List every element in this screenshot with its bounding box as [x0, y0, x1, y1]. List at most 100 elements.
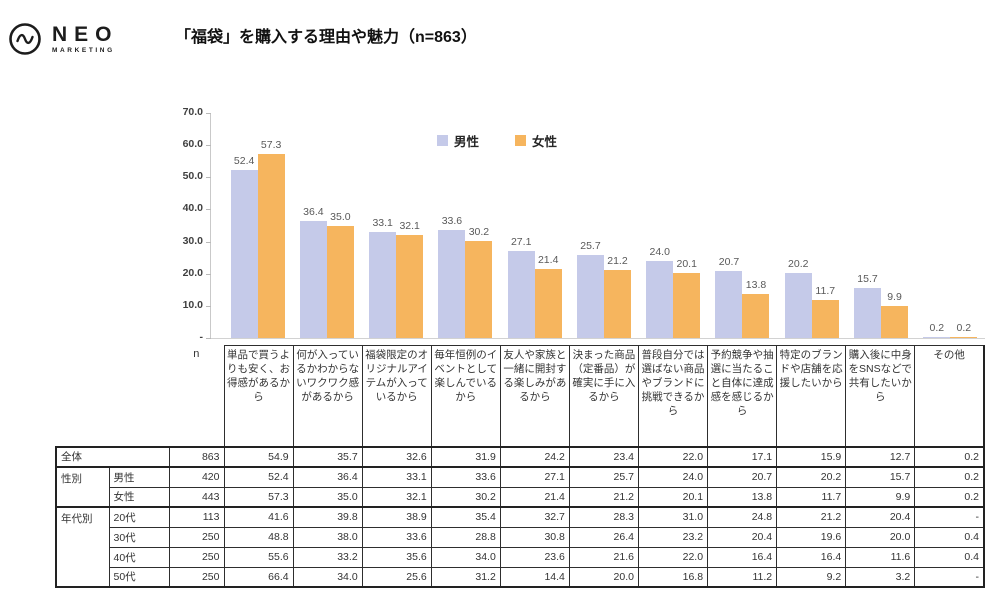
category-group: 15.7 9.9	[846, 113, 915, 338]
value-cell: 27.1	[499, 466, 570, 488]
bar-value-label: 9.9	[887, 291, 902, 304]
value-cell: 31.2	[430, 566, 501, 588]
table-row: 女性 443 57.3 35.0 32.1 30.2 21.4 21.2 20.1 13.8 11.…	[56, 486, 986, 508]
bar-value-label: 20.1	[676, 258, 697, 271]
value-cell: 17.1	[707, 446, 778, 468]
bar-男性: 33.1	[369, 217, 397, 338]
value-cell: 12.7	[845, 446, 916, 468]
category-group: 33.1 32.1	[362, 113, 431, 338]
value-cell: 16.4	[776, 546, 847, 568]
column-header: 予約競争や抽選に当たること自体に達成感を感じるから	[707, 345, 778, 448]
value-cell: 52.4	[223, 466, 294, 488]
y-tick-mark	[206, 338, 211, 339]
value-cell: 20.0	[845, 526, 916, 548]
value-cell: 31.0	[637, 506, 709, 528]
value-cell: 0.2	[914, 446, 986, 468]
category-group: 33.6 30.2	[431, 113, 500, 338]
value-cell: 16.8	[637, 566, 709, 588]
table-header-row: n 単品で買うよりも安く、お得感があるから 何が入っているかわからないワクワク感があ…	[56, 345, 986, 448]
value-cell: 14.4	[499, 566, 570, 588]
value-cell: 48.8	[223, 526, 294, 548]
chart-legend: 男性 女性	[437, 131, 557, 150]
y-axis-line	[210, 113, 211, 338]
value-cell: 32.7	[499, 506, 570, 528]
column-header: その他	[914, 345, 986, 448]
value-cell: -	[914, 506, 986, 528]
bar-value-label: 20.2	[788, 258, 809, 271]
bar-女性: 35.0	[326, 211, 354, 338]
data-table: n 単品で買うよりも安く、お得感があるから 何が入っているかわからないワクワク感があ…	[55, 345, 986, 588]
bar-女性: 9.9	[881, 291, 909, 338]
bar-value-label: 15.7	[857, 272, 878, 285]
row-sub-label: 男性	[108, 466, 170, 488]
value-cell: 20.4	[707, 526, 778, 548]
y-tick-mark	[206, 305, 211, 307]
value-cell: 21.4	[499, 486, 570, 508]
value-cell: 21.6	[568, 546, 639, 568]
value-cell: 11.2	[707, 566, 778, 588]
row-group-label: 性別	[55, 466, 110, 508]
bar-女性: 21.2	[603, 255, 631, 338]
column-header: 普段自分では選ばない商品やブランドに挑戦できるから	[637, 345, 709, 448]
category-group: 20.2 11.7	[777, 113, 846, 338]
table-row: 50代 250 66.4 34.0 25.6 31.2 14.4 20.0 16.8 11.2 9.…	[56, 566, 986, 588]
bar-value-label: 25.7	[580, 240, 601, 253]
bar-男性: 25.7	[576, 240, 604, 338]
value-cell: 39.8	[292, 506, 363, 528]
value-cell: 38.9	[361, 506, 432, 528]
value-cell: 36.4	[292, 466, 363, 488]
legend-item-male: 男性	[437, 131, 479, 150]
value-cell: 0.2	[914, 486, 986, 508]
value-cell: 31.9	[430, 446, 501, 468]
y-tick-mark	[206, 113, 211, 114]
bar-value-label: 11.7	[815, 285, 836, 298]
header-n: n	[193, 347, 200, 360]
neo-marketing-logo: NEO MARKETING	[8, 22, 119, 56]
bar-男性: 20.7	[715, 256, 743, 338]
x-axis-line	[210, 338, 985, 339]
value-cell: 19.6	[776, 526, 847, 548]
value-cell: 34.0	[292, 566, 363, 588]
bar-value-label: 33.1	[372, 216, 393, 229]
value-cell: 16.4	[707, 546, 778, 568]
bar-女性: 57.3	[257, 139, 285, 338]
value-cell: 15.7	[845, 466, 916, 488]
value-cell: 25.6	[361, 566, 432, 588]
bar-女性: 21.4	[534, 254, 562, 338]
n-cell: 113	[168, 506, 225, 528]
bar-男性: 24.0	[646, 246, 674, 338]
y-tick-label: 30.0	[182, 234, 203, 247]
value-cell: -	[914, 566, 986, 588]
n-cell: 863	[168, 446, 225, 468]
value-cell: 32.6	[361, 446, 432, 468]
row-sub-label: 20代	[108, 506, 170, 528]
n-cell: 420	[168, 466, 225, 488]
value-cell: 0.2	[914, 466, 986, 488]
value-cell: 38.0	[292, 526, 363, 548]
value-cell: 33.6	[361, 526, 432, 548]
value-cell: 33.6	[430, 466, 501, 488]
category-group: 24.0 20.1	[639, 113, 708, 338]
value-cell: 32.1	[361, 486, 432, 508]
column-header: 特定のブランドや店舗を応援したいから	[776, 345, 847, 448]
category-group: 52.4 57.3	[223, 113, 292, 338]
bar-value-label: 52.4	[233, 154, 255, 167]
table-body: n 単品で買うよりも安く、お得感があるから 何が入っているかわからないワクワク感があ…	[55, 345, 986, 588]
bar-value-label: 0.2	[956, 322, 972, 335]
category-group: 27.1 21.4	[500, 113, 569, 338]
y-tick-label: 50.0	[182, 170, 203, 183]
value-cell: 0.4	[914, 546, 986, 568]
value-cell: 23.2	[637, 526, 709, 548]
n-cell: 250	[168, 546, 225, 568]
value-cell: 35.6	[361, 546, 432, 568]
female-swatch-icon	[515, 135, 527, 146]
value-cell: 57.3	[223, 486, 294, 508]
page-title: 「福袋」を購入する理由や魅力（n=863）	[175, 29, 477, 46]
bar-男性: 0.2	[923, 322, 951, 338]
value-cell: 35.0	[292, 486, 363, 508]
logo-wave-icon	[9, 23, 41, 55]
bar-女性: 11.7	[811, 285, 839, 338]
value-cell: 33.2	[292, 546, 363, 568]
y-tick-label: 70.0	[182, 106, 203, 118]
bar-男性: 33.6	[438, 215, 466, 338]
